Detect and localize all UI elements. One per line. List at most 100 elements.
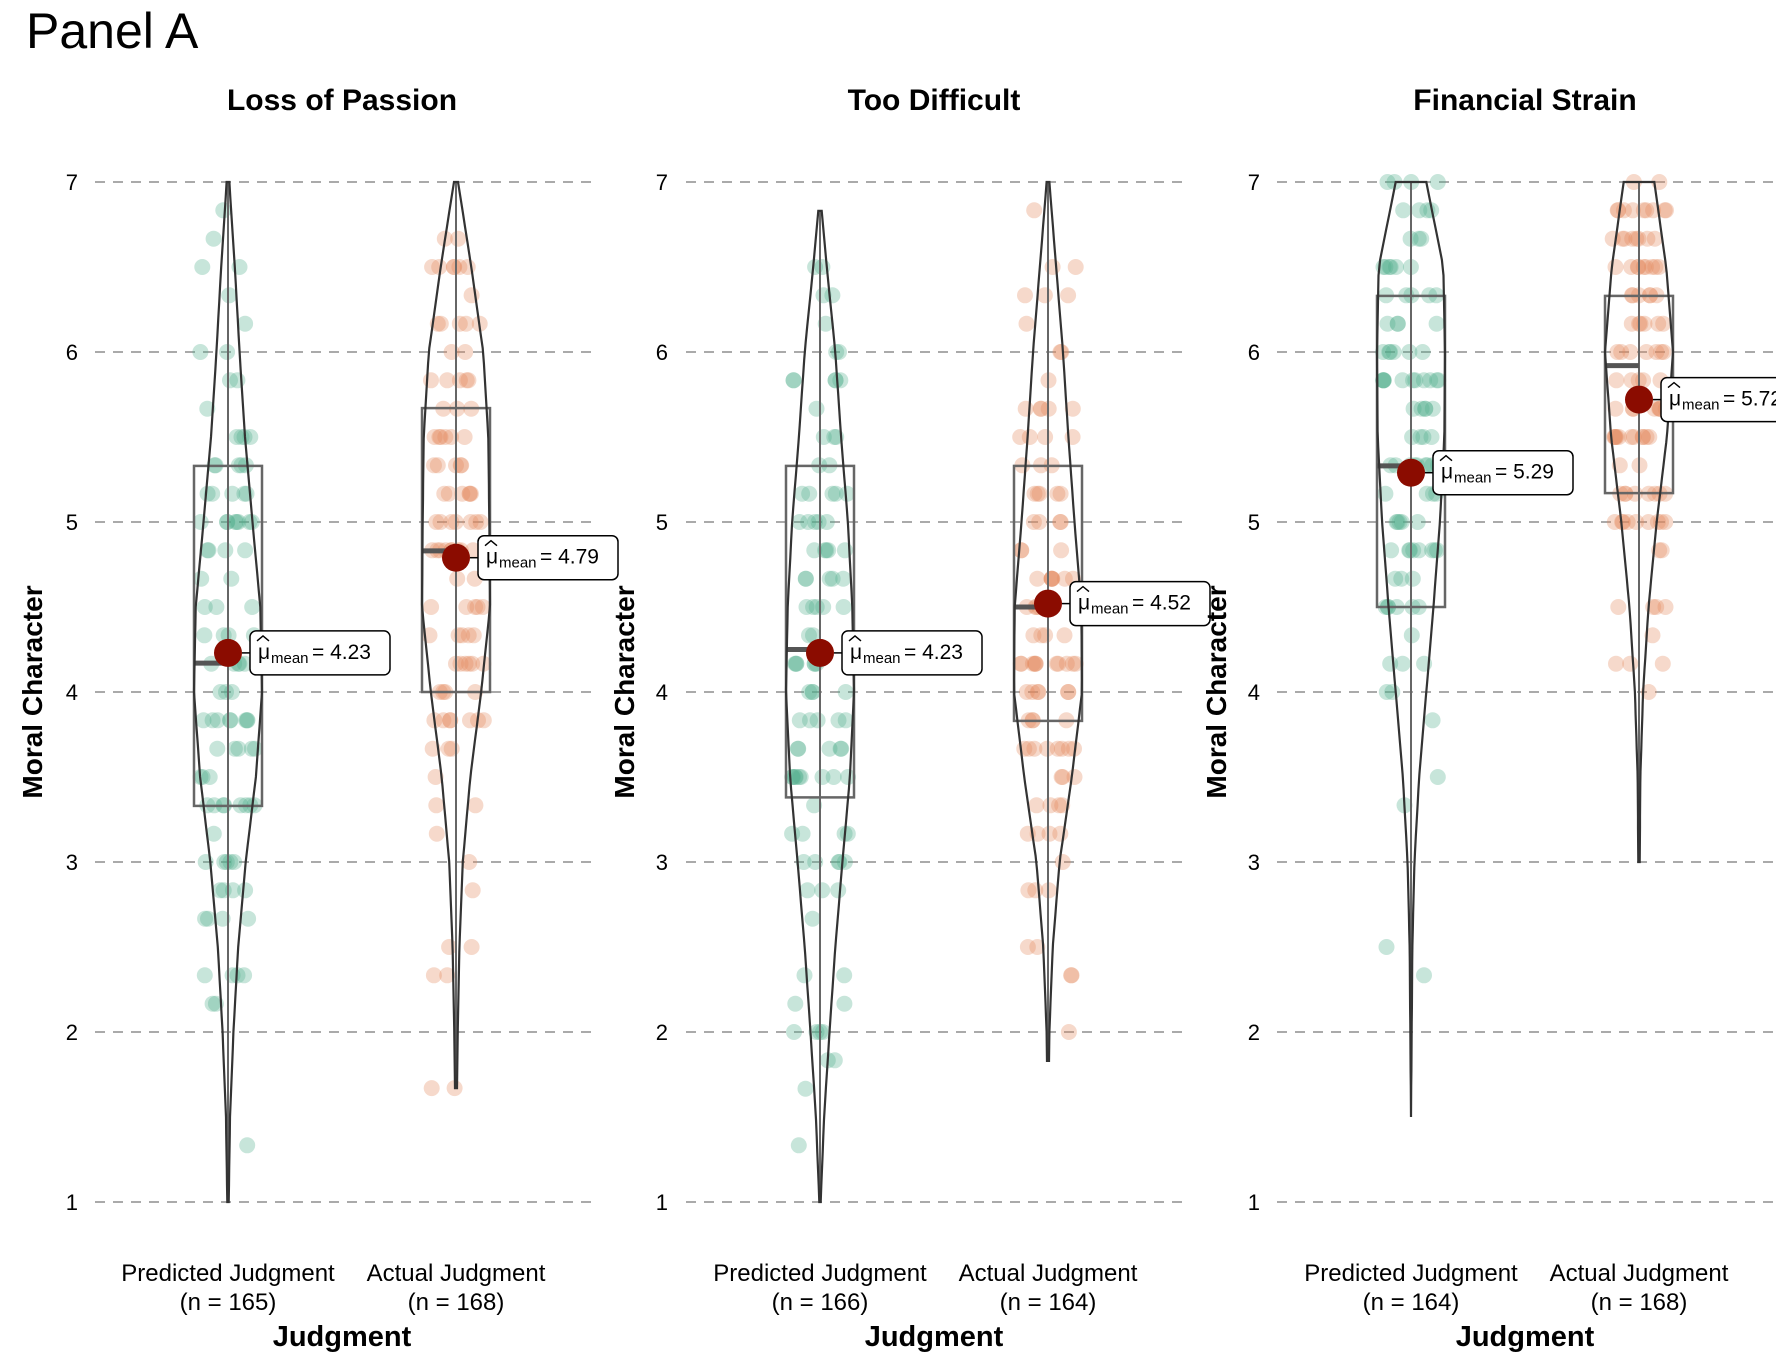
data-point xyxy=(1614,514,1631,530)
data-point xyxy=(214,910,231,927)
data-point xyxy=(1027,655,1044,672)
mean-point xyxy=(806,638,834,667)
data-point xyxy=(787,655,804,672)
mean-label-subscript: mean xyxy=(271,650,309,667)
data-point xyxy=(1608,655,1624,672)
x-axis-label: Judgment xyxy=(1456,1321,1595,1353)
data-point xyxy=(468,514,485,530)
panel-title: Panel A xyxy=(26,3,199,59)
data-point xyxy=(787,769,804,785)
x-tick-sample-size: (n = 166) xyxy=(772,1289,869,1316)
data-point xyxy=(465,627,482,644)
data-point xyxy=(1067,655,1084,672)
data-point xyxy=(1609,202,1626,219)
data-point xyxy=(821,740,838,757)
data-point xyxy=(1375,372,1392,389)
data-point xyxy=(425,967,442,984)
data-point xyxy=(1394,372,1411,389)
data-point xyxy=(1020,740,1037,757)
data-point xyxy=(196,627,213,644)
data-point xyxy=(1052,514,1069,530)
violin-outline xyxy=(784,209,856,1204)
mean-label-hat xyxy=(1439,454,1453,462)
data-point xyxy=(1426,542,1443,559)
data-point xyxy=(1053,344,1070,360)
data-point xyxy=(426,429,443,445)
data-point xyxy=(1066,769,1083,785)
data-point xyxy=(435,712,452,729)
mean-label-value: = 5.72 xyxy=(1723,388,1776,411)
data-point xyxy=(1622,344,1639,360)
data-point xyxy=(1405,400,1422,417)
data-point xyxy=(790,1137,807,1154)
data-point xyxy=(1649,514,1666,530)
data-point xyxy=(792,769,809,785)
data-point xyxy=(1616,230,1633,247)
data-point xyxy=(218,684,234,700)
mean-label-hat xyxy=(848,634,862,642)
data-point xyxy=(801,485,818,502)
data-point xyxy=(218,854,235,870)
data-point xyxy=(1054,854,1071,870)
violin-outline xyxy=(1603,180,1675,864)
data-point xyxy=(1650,315,1667,332)
data-point xyxy=(1404,429,1421,445)
data-point xyxy=(1020,882,1037,899)
data-point xyxy=(1430,372,1447,389)
data-point xyxy=(1051,797,1067,814)
mean-label-subscript: mean xyxy=(1454,470,1492,487)
data-point xyxy=(839,485,856,502)
data-point xyxy=(445,259,462,275)
data-point xyxy=(1381,259,1398,275)
data-point xyxy=(1405,542,1422,559)
data-point xyxy=(1414,344,1431,360)
y-tick-label: 2 xyxy=(1248,1020,1260,1045)
data-point xyxy=(224,485,241,502)
data-point xyxy=(1646,230,1663,247)
data-point xyxy=(196,967,213,984)
data-point xyxy=(795,854,812,870)
y-tick-label: 4 xyxy=(656,680,668,705)
data-point xyxy=(432,514,449,530)
mean-label-mu: μ xyxy=(1669,388,1681,411)
data-point xyxy=(228,429,245,445)
data-point xyxy=(1651,259,1667,275)
data-point xyxy=(427,769,444,785)
data-point xyxy=(428,514,445,530)
data-point xyxy=(195,712,212,729)
data-point xyxy=(440,740,457,757)
data-point xyxy=(236,967,253,984)
data-point xyxy=(461,485,478,502)
x-axis-label: Judgment xyxy=(865,1321,1004,1353)
x-tick-label: Predicted Judgment xyxy=(1304,1260,1518,1287)
data-point xyxy=(1389,514,1406,530)
data-point xyxy=(796,967,813,984)
data-point xyxy=(222,712,239,729)
data-point xyxy=(1060,1024,1077,1040)
data-point xyxy=(450,230,467,247)
data-point xyxy=(236,485,253,502)
data-point xyxy=(238,712,254,729)
data-point xyxy=(217,542,234,559)
violin-outline xyxy=(1012,180,1084,1062)
data-point xyxy=(1423,429,1440,445)
data-point xyxy=(229,372,246,389)
data-point xyxy=(432,315,449,332)
data-point xyxy=(212,684,229,700)
data-point xyxy=(1609,344,1626,360)
y-tick-label: 2 xyxy=(656,1020,668,1045)
data-point xyxy=(827,372,844,389)
data-point xyxy=(436,485,453,502)
data-point xyxy=(798,599,815,615)
data-point xyxy=(1648,599,1665,615)
data-point xyxy=(1375,372,1392,389)
data-point xyxy=(1060,684,1077,700)
data-point xyxy=(194,769,211,785)
data-point xyxy=(239,1137,256,1154)
data-point xyxy=(1614,230,1631,247)
x-tick-sample-size: (n = 164) xyxy=(1363,1289,1460,1316)
x-tick-sample-size: (n = 165) xyxy=(180,1289,277,1316)
data-point xyxy=(835,599,852,615)
data-point xyxy=(1049,740,1066,757)
